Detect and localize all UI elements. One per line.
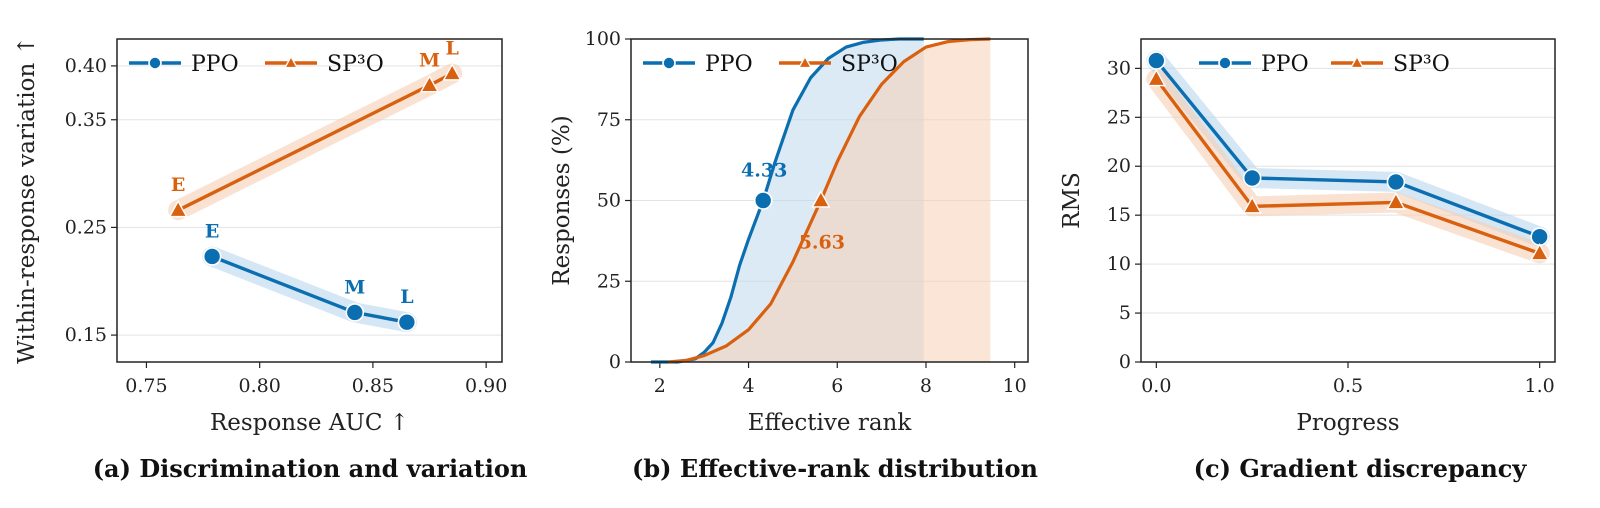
line-sp3o: [177, 71, 453, 212]
x-tick-label: 0.75: [125, 375, 167, 397]
legend: PPO SP³O: [129, 52, 384, 77]
point-label-sp3o: L: [445, 37, 458, 59]
legend: PPO SP³O: [1199, 52, 1450, 77]
point-sp3o: [1146, 68, 1166, 87]
point-label-ppo: M: [344, 276, 365, 298]
panel-c-gradient-discrepancy: 0 5 10 15 20 25 30 0.0 0.5 1.0 PPO SP³O Progress RMS (…: [1059, 38, 1556, 483]
y-tick-label: 0.15: [65, 324, 107, 346]
point-label-ppo: L: [400, 286, 413, 308]
point-label-ppo: E: [205, 220, 219, 242]
point-ppo: [397, 312, 417, 332]
line-sp3o: [1154, 78, 1541, 255]
x-axis-label: Response AUC ↑: [210, 410, 409, 436]
legend-marker-sp3o: [283, 55, 299, 69]
y-tick-label: 0.25: [65, 216, 107, 238]
point-label-sp3o: E: [171, 174, 185, 196]
legend-marker-ppo: [1218, 56, 1232, 70]
panel-caption: (a) Discrimination and variation: [93, 454, 528, 483]
median-marker-ppo: [753, 191, 773, 210]
point-ppo: [1386, 172, 1406, 192]
point-sp3o: [168, 199, 188, 218]
y-tick-label: 30: [1107, 57, 1131, 79]
x-tick-label: 0.85: [352, 375, 394, 397]
panel-caption: (b) Effective-rank distribution: [632, 454, 1038, 483]
point-sp3o: [1386, 192, 1406, 210]
panel-b-effective-rank: 0 25 50 75 100 2 4 6 8 10 4.33 5.63 PPO SP³O Effective…: [549, 28, 1038, 483]
x-tick-label: 10: [1003, 375, 1027, 397]
y-axis-label: Responses (%): [549, 115, 575, 285]
x-tick-label: 0.80: [239, 375, 281, 397]
x-tick-label: 2: [654, 375, 666, 397]
y-tick-label: 0.35: [65, 109, 107, 131]
point-ppo: [1530, 227, 1549, 247]
y-tick-label: 5: [1119, 302, 1131, 324]
point-ppo: [1147, 51, 1166, 70]
axes-frame: [630, 38, 1029, 363]
y-axis-label: RMS: [1059, 172, 1085, 229]
legend-label-sp3o: SP³O: [841, 52, 898, 77]
y-tick-label: 0: [1119, 351, 1131, 373]
legend-marker-ppo: [662, 56, 676, 70]
y-tick-label: 75: [597, 109, 621, 131]
legend-label-ppo: PPO: [1261, 52, 1309, 77]
x-axis-label: Effective rank: [748, 410, 913, 436]
x-tick-label: 0.0: [1141, 375, 1171, 397]
point-sp3o: [1530, 242, 1550, 261]
point-ppo: [345, 303, 365, 322]
point-sp3o: [1242, 195, 1262, 214]
y-tick-label: 25: [1107, 106, 1131, 128]
point-sp3o: [419, 74, 440, 93]
plot-area: 4.33 5.63: [650, 37, 991, 364]
x-axis-label: Progress: [1296, 410, 1399, 436]
y-tick-label: 100: [585, 28, 621, 50]
line-sp3o: [668, 37, 991, 364]
axes-frame: [1140, 38, 1556, 363]
y-tick-label: 20: [1107, 155, 1131, 177]
legend-marker-sp3o: [1349, 55, 1365, 69]
panel-caption: (c) Gradient discrepancy: [1194, 454, 1528, 483]
point-ppo: [1242, 168, 1262, 188]
x-tick-label: 6: [831, 375, 843, 397]
area-sp3o: [668, 39, 991, 362]
y-tick-label: 0: [609, 351, 621, 373]
point-sp3o: [442, 63, 462, 81]
y-tick-label: 10: [1107, 253, 1131, 275]
x-tick-label: 0.5: [1333, 375, 1363, 397]
y-tick-label: 15: [1107, 204, 1131, 226]
point-ppo: [202, 247, 222, 266]
legend: PPO SP³O: [643, 52, 898, 77]
axes-frame: [116, 38, 503, 363]
median-label-sp3o: 5.63: [799, 232, 845, 254]
x-tick-label: 1.0: [1525, 375, 1555, 397]
legend-marker-ppo: [148, 56, 162, 70]
legend-label-sp3o: SP³O: [327, 52, 384, 77]
y-tick-label: 0.40: [65, 55, 107, 77]
line-ppo: [650, 37, 924, 364]
median-label-ppo: 4.33: [741, 160, 787, 182]
x-tick-label: 8: [920, 375, 932, 397]
legend-label-ppo: PPO: [705, 52, 753, 77]
y-tick-label: 50: [597, 190, 621, 212]
y-tick-label: 25: [597, 270, 621, 292]
point-label-sp3o: M: [419, 49, 440, 71]
median-marker-sp3o: [811, 190, 831, 208]
plot-area: [1146, 50, 1550, 264]
x-tick-label: 4: [743, 375, 755, 397]
x-tick-label: 0.90: [465, 375, 507, 397]
legend-label-sp3o: SP³O: [1393, 52, 1450, 77]
legend-label-ppo: PPO: [191, 52, 239, 77]
line-ppo: [1155, 59, 1541, 239]
y-axis-label: Within-response variation ↑: [14, 36, 40, 364]
legend-marker-sp3o: [797, 55, 813, 69]
